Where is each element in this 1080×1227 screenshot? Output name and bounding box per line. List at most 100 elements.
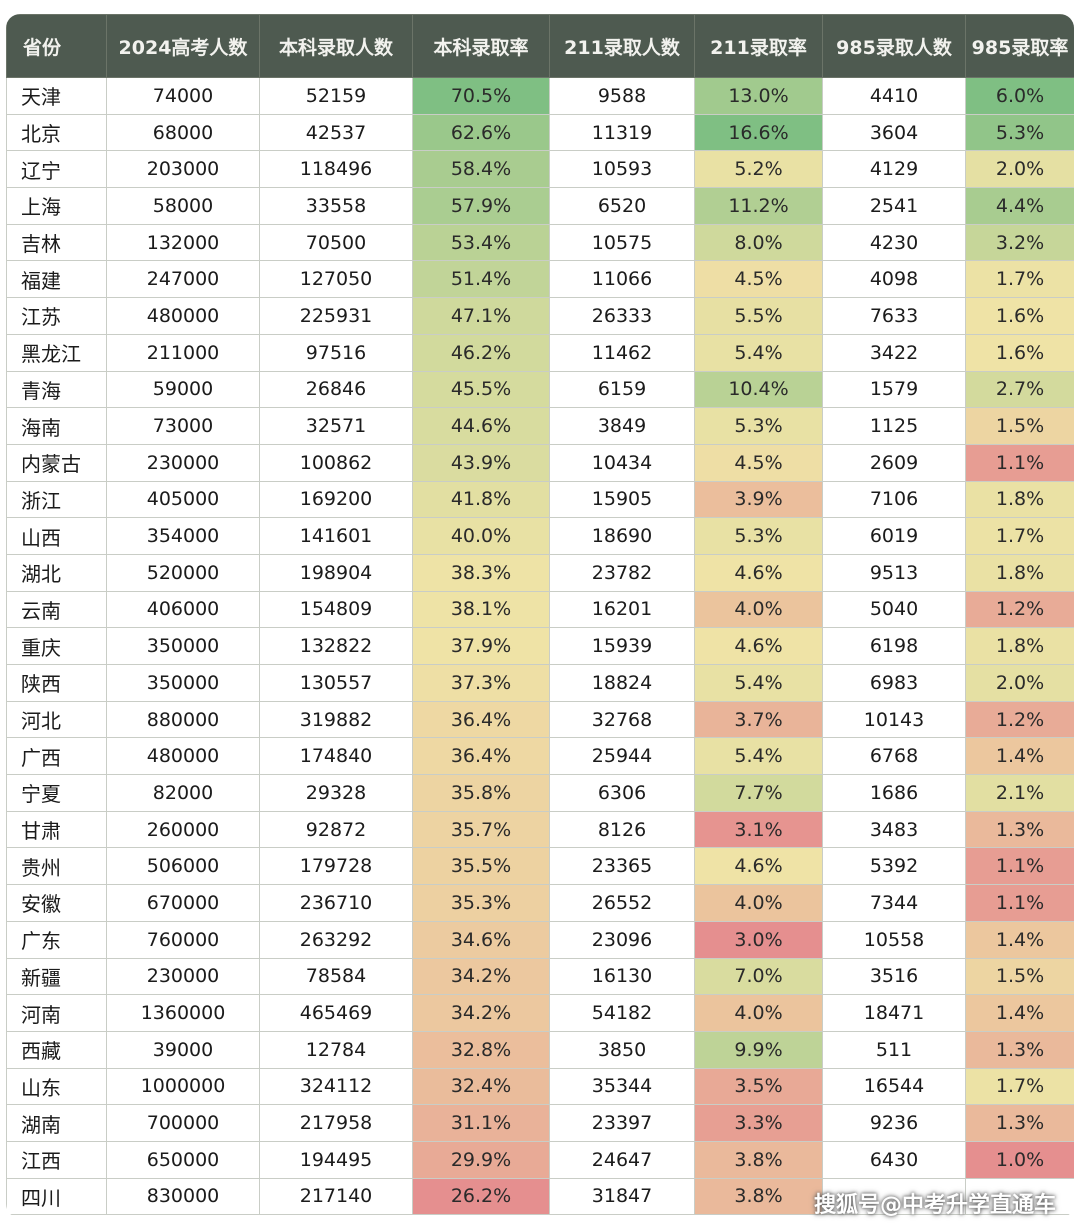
admitted-211-cell: 23782 [549,553,695,592]
table-row: 吉林 132000 70500 53.4% 10575 8.0% 4230 3.2% [6,223,1074,262]
admitted-985-cell: 3422 [822,333,966,372]
exam-takers-cell: 39000 [106,1030,260,1069]
admitted-211-cell: 18824 [549,664,695,702]
exam-takers-cell: 405000 [106,480,260,519]
rate-985-cell: 1.3% [965,810,1074,849]
exam-takers-cell: 1360000 [106,994,260,1032]
admitted-985-cell: 10143 [822,700,966,739]
undergrad-admitted-cell: 217140 [259,1177,413,1216]
admitted-211-cell: 8126 [549,810,695,849]
rate-985-cell: 6.0% [965,77,1074,115]
rate-985-cell: 4.4% [965,187,1074,225]
undergrad-rate-cell: 35.8% [412,774,550,812]
header-row: 省份 2024高考人数 本科录取人数 本科录取率 211录取人数 211录取率 … [6,14,1074,78]
undergrad-rate-cell: 36.4% [412,700,550,739]
admitted-211-cell: 23096 [549,920,695,959]
undergrad-rate-cell: 57.9% [412,187,550,225]
admitted-211-cell: 26552 [549,884,695,922]
exam-takers-cell: 68000 [106,113,260,152]
admitted-211-cell: 26333 [549,297,695,335]
admitted-985-cell: 18471 [822,994,966,1032]
table-row: 内蒙古 230000 100862 43.9% 10434 4.5% 2609 1.1% [6,443,1074,482]
column-header-province: 省份 [6,14,107,78]
rate-211-cell: 5.2% [694,150,823,189]
table-row: 江苏 480000 225931 47.1% 26333 5.5% 7633 1.6% [6,297,1074,335]
undergrad-rate-cell: 45.5% [412,370,550,409]
rate-211-cell: 7.7% [694,774,823,812]
undergrad-admitted-cell: 141601 [259,517,413,555]
admitted-985-cell: 2609 [822,443,966,482]
exam-takers-cell: 211000 [106,333,260,372]
province-cell: 辽宁 [6,150,107,189]
undergrad-rate-cell: 43.9% [412,443,550,482]
rate-985-cell: 1.7% [965,1067,1074,1106]
table-row: 青海 59000 26846 45.5% 6159 10.4% 1579 2.7% [6,370,1074,409]
rate-985-cell: 1.1% [965,884,1074,922]
table-row: 四川 830000 217140 26.2% 31847 3.8% [6,1177,1074,1216]
admitted-985-cell: 4098 [822,260,966,299]
admitted-985-cell: 9513 [822,553,966,592]
province-cell: 宁夏 [6,774,107,812]
column-header-211-admitted: 211录取人数 [549,14,695,78]
rate-211-cell: 4.5% [694,260,823,299]
rate-211-cell: 3.7% [694,700,823,739]
rate-985-cell: 1.8% [965,480,1074,519]
column-header-211-rate: 211录取率 [694,14,823,78]
admitted-985-cell: 4129 [822,150,966,189]
table-row: 广西 480000 174840 36.4% 25944 5.4% 6768 1.4% [6,737,1074,776]
rate-211-cell: 5.4% [694,664,823,702]
exam-takers-cell: 1000000 [106,1067,260,1106]
province-cell: 湖北 [6,553,107,592]
rate-985-cell: 1.6% [965,333,1074,372]
undergrad-rate-cell: 26.2% [412,1177,550,1216]
exam-takers-cell: 260000 [106,810,260,849]
rate-985-cell: 2.1% [965,774,1074,812]
admitted-211-cell: 16201 [549,590,695,629]
exam-takers-cell: 406000 [106,590,260,629]
admitted-985-cell: 5040 [822,590,966,629]
rate-985-cell: 1.5% [965,407,1074,445]
rate-211-cell: 5.5% [694,297,823,335]
table-row: 浙江 405000 169200 41.8% 15905 3.9% 7106 1.8% [6,480,1074,519]
table-row: 上海 58000 33558 57.9% 6520 11.2% 2541 4.4% [6,187,1074,225]
province-cell: 重庆 [6,627,107,665]
exam-takers-cell: 350000 [106,664,260,702]
rate-985-cell: 5.3% [965,113,1074,152]
province-cell: 上海 [6,187,107,225]
undergrad-admitted-cell: 236710 [259,884,413,922]
rate-211-cell: 5.3% [694,517,823,555]
admitted-985-cell: 5392 [822,847,966,886]
undergrad-admitted-cell: 169200 [259,480,413,519]
undergrad-rate-cell: 47.1% [412,297,550,335]
province-cell: 河北 [6,700,107,739]
admitted-985-cell [822,1177,966,1216]
exam-takers-cell: 520000 [106,553,260,592]
undergrad-admitted-cell: 42537 [259,113,413,152]
rate-211-cell: 5.3% [694,407,823,445]
undergrad-rate-cell: 38.3% [412,553,550,592]
undergrad-admitted-cell: 12784 [259,1030,413,1069]
undergrad-rate-cell: 44.6% [412,407,550,445]
province-cell: 江苏 [6,297,107,335]
rate-211-cell: 16.6% [694,113,823,152]
undergrad-admitted-cell: 174840 [259,737,413,776]
admitted-985-cell: 6768 [822,737,966,776]
table-row: 安徽 670000 236710 35.3% 26552 4.0% 7344 1.1% [6,884,1074,922]
exam-takers-cell: 82000 [106,774,260,812]
admitted-985-cell: 7344 [822,884,966,922]
rate-985-cell: 1.4% [965,737,1074,776]
exam-takers-cell: 480000 [106,737,260,776]
admitted-985-cell: 6983 [822,664,966,702]
admitted-985-cell: 6198 [822,627,966,665]
rate-211-cell: 4.6% [694,627,823,665]
undergrad-rate-cell: 29.9% [412,1140,550,1179]
province-cell: 河南 [6,994,107,1032]
undergrad-admitted-cell: 33558 [259,187,413,225]
province-cell: 浙江 [6,480,107,519]
exam-takers-cell: 58000 [106,187,260,225]
undergrad-rate-cell: 37.3% [412,664,550,702]
admitted-211-cell: 3849 [549,407,695,445]
undergrad-rate-cell: 58.4% [412,150,550,189]
province-cell: 北京 [6,113,107,152]
undergrad-rate-cell: 31.1% [412,1104,550,1142]
